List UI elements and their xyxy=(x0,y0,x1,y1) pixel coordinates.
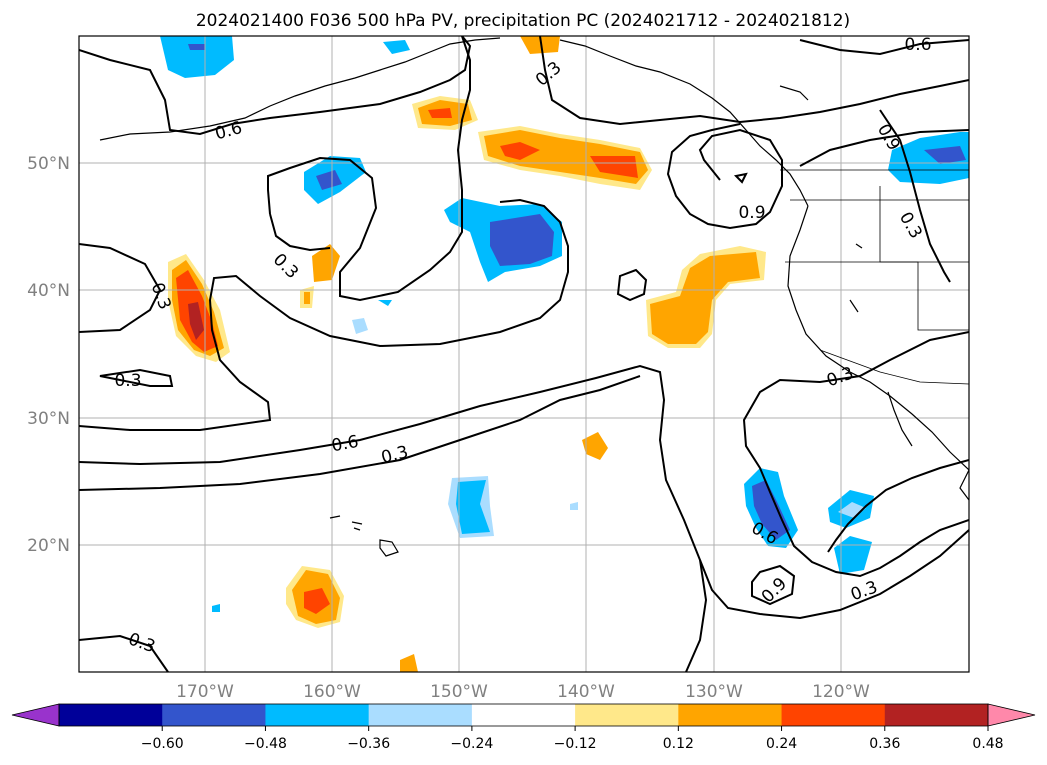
colorbar-tick-label: −0.24 xyxy=(450,736,493,752)
colorbar: −0.60 −0.48 −0.36 −0.24 −0.12 0.12 0.24 0.36 0.4… xyxy=(11,703,1036,752)
lon-label: 130°W xyxy=(685,682,743,702)
coastlines xyxy=(99,37,969,557)
colorbar-tick-label: 0.12 xyxy=(663,736,694,752)
colorbar-tick-label: −0.36 xyxy=(347,736,390,752)
colorbar-tick-label: −0.48 xyxy=(244,736,287,752)
lat-label: 50°N xyxy=(27,154,70,174)
contour-label: 0.6 xyxy=(904,35,931,55)
colorbar-cell xyxy=(368,704,473,726)
latitude-labels: 50°N 40°N 30°N 20°N xyxy=(27,154,70,556)
colorbar-tick-label: −0.12 xyxy=(554,736,597,752)
colorbar-cell xyxy=(781,704,886,726)
lat-label: 30°N xyxy=(27,409,70,429)
colorbar-tick-label: 0.24 xyxy=(766,736,797,752)
colorbar-ticks: −0.60 −0.48 −0.36 −0.24 −0.12 0.12 0.24 0.36 0.4… xyxy=(141,726,1004,752)
colorbar-cell xyxy=(678,704,783,726)
lon-label: 150°W xyxy=(430,682,488,702)
colorbar-cell xyxy=(162,704,266,726)
lat-label: 20°N xyxy=(27,536,70,556)
colorbar-max-extend xyxy=(987,703,1036,727)
colorbar-tick-label: −0.60 xyxy=(141,736,184,752)
contour-label: 0.6 xyxy=(330,432,360,456)
colorbar-cell xyxy=(265,704,370,726)
map-gridlines xyxy=(79,36,969,672)
colorbar-cell xyxy=(575,704,679,726)
map-panel: 0.6 0.3 0.9 0.3 0.3 0.3 0.6 0.3 0.9 0.3 … xyxy=(78,35,970,673)
lon-label: 140°W xyxy=(557,682,615,702)
colorbar-tick-label: 0.36 xyxy=(869,736,900,752)
lon-label: 170°W xyxy=(176,682,234,702)
figure-title: 2024021400 F036 500 hPa PV, precipitatio… xyxy=(196,11,850,31)
contour-label: 0.3 xyxy=(114,371,141,391)
colorbar-cells xyxy=(59,704,989,726)
lat-label: 40°N xyxy=(27,281,70,301)
contour-label: 0.9 xyxy=(738,203,765,223)
longitude-labels: 170°W 160°W 150°W 140°W 130°W 120°W xyxy=(176,682,870,702)
lon-label: 160°W xyxy=(303,682,361,702)
pv-contours xyxy=(79,36,969,672)
colorbar-min-extend xyxy=(11,703,60,727)
colorbar-cell xyxy=(884,704,989,726)
colorbar-tick-label: 0.48 xyxy=(972,736,1003,752)
map-frame xyxy=(78,35,970,673)
colorbar-cell xyxy=(471,704,576,726)
lon-label: 120°W xyxy=(812,682,870,702)
colorbar-cell xyxy=(59,704,163,726)
